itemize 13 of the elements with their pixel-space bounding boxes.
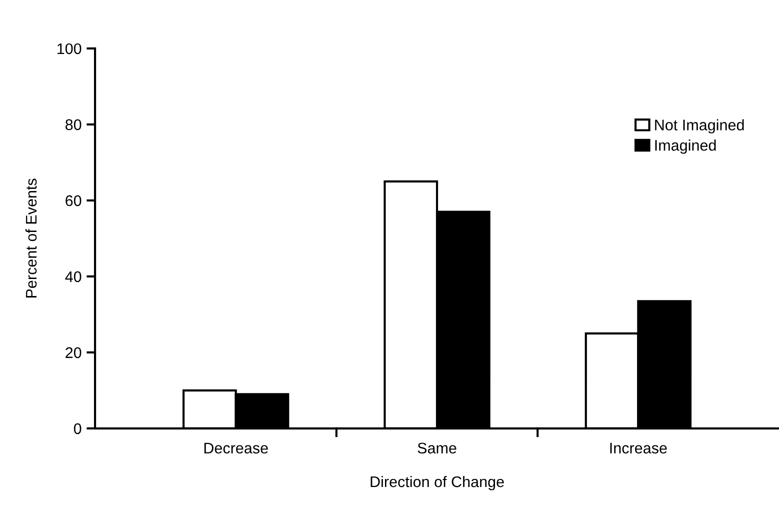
legend-label: Imagined — [655, 140, 716, 154]
x-tick-label: Decrease — [204, 442, 268, 454]
x-tick-label: Increase — [610, 442, 667, 454]
y-tick-label: 80 — [66, 119, 82, 130]
legend-label: Not Imagined — [655, 119, 744, 134]
y-tick-label: 0 — [74, 423, 82, 434]
x-axis-title: Direction of Change — [370, 476, 504, 490]
y-axis-title: Percent of Events — [25, 178, 37, 298]
y-tick-label: 60 — [66, 195, 82, 206]
y-tick-label: 100 — [58, 43, 82, 54]
y-tick-label: 20 — [66, 347, 82, 358]
x-tick-label: Same — [418, 442, 456, 454]
y-tick-label: 40 — [65, 271, 82, 282]
